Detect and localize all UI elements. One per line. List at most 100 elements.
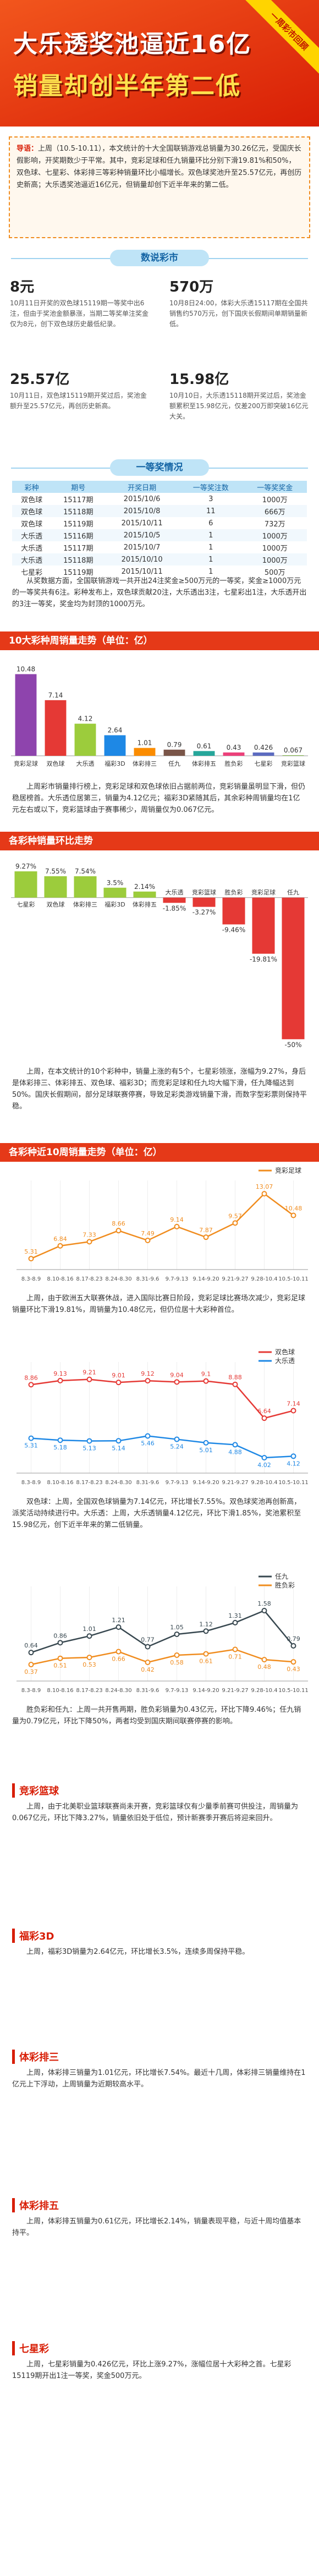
x-tick-label: 体彩排三 <box>73 900 97 908</box>
point <box>261 1455 267 1461</box>
note-block: 双色球：上周，全国双色球销量为7.14亿元，环比增长7.55%。双色球奖池再创新… <box>0 1493 319 1568</box>
table-cell: 1 <box>208 555 213 564</box>
x-tick-label: 8.3-8.9 <box>21 1276 41 1282</box>
bar <box>15 674 37 756</box>
section-text: 上周，七星彩销量为0.426亿元，环比上涨9.27%，涨幅位居十大彩种之首。七星… <box>12 2360 292 2380</box>
point <box>28 1650 34 1656</box>
point <box>116 1228 122 1234</box>
point <box>116 1649 122 1655</box>
data-label: 13.07 <box>256 1183 273 1190</box>
point <box>261 1415 267 1421</box>
table-cell: 15116期 <box>63 532 94 541</box>
table-row: 七星彩 15119期 2015/10/11 1 500万 <box>12 565 307 578</box>
data-label: 1.58 <box>257 1600 271 1607</box>
table-cell: 500万 <box>264 568 285 577</box>
section-title: 竞彩篮球 <box>12 1783 307 1798</box>
x-tick-label: 七星彩 <box>17 901 35 908</box>
point <box>116 1438 122 1444</box>
data-label: 7.54% <box>75 867 96 875</box>
data-label: 7.55% <box>45 867 66 875</box>
x-tick-label: 胜负彩 <box>225 760 243 767</box>
column-header: 开奖日期 <box>105 481 179 493</box>
point <box>232 1381 238 1387</box>
x-tick-label: 8.17-8.23 <box>76 1480 102 1486</box>
point <box>116 1624 122 1630</box>
table-cell: 15118期 <box>63 508 94 517</box>
text-section: 体彩排五 上周，体彩排五销量为0.61亿元，环比增长2.14%，销量表现平稳，与近… <box>0 2195 319 2321</box>
data-label: 0.43 <box>227 744 241 751</box>
point <box>232 1619 238 1625</box>
table-cell: 双色球 <box>21 496 43 504</box>
section-heading: 数说彩市 <box>0 249 319 268</box>
data-label: 1.01 <box>82 1625 96 1633</box>
note: 上周，在本文统计的10个彩种中，销量上涨的有5个，七星彩领涨，涨幅为9.27%，… <box>12 1068 307 1111</box>
data-label: 0.79 <box>167 741 182 749</box>
note-block: 上周彩市销量排行榜上，竞彩足球和双色球依旧占据前两位，竞彩销量虽明显下滑，但仍稳… <box>0 778 319 830</box>
x-tick-label: 体彩排五 <box>192 760 216 767</box>
table-cell: 大乐透 <box>21 556 43 565</box>
bar <box>45 700 67 756</box>
ribbon: 一周彩市回顾 <box>244 0 319 76</box>
x-tick-label: 8.3-8.9 <box>21 1480 41 1486</box>
data-label: 0.66 <box>112 1656 125 1663</box>
data-label: 7.33 <box>82 1231 96 1238</box>
bar <box>163 749 185 756</box>
table-cell: 2015/10/5 <box>123 531 161 540</box>
point <box>86 1239 92 1245</box>
x-tick-label: 8.10-8.16 <box>47 1480 73 1486</box>
section-title: 体彩排三 <box>12 2050 307 2064</box>
x-tick-label: 双色球 <box>47 760 65 767</box>
x-tick-label: 8.3-8.9 <box>21 1688 41 1694</box>
bar <box>103 887 127 898</box>
text-section: 体彩排三 上周，体彩排三销量为1.01亿元，环比增长7.54%。最近十几周，体彩排… <box>0 2046 319 2173</box>
bar <box>14 871 37 898</box>
data-label: 7.49 <box>141 1230 155 1237</box>
x-tick-label: 8.24-8.30 <box>105 1276 131 1282</box>
legend-label: 双色球 <box>275 1348 295 1356</box>
line <box>30 1193 294 1260</box>
x-tick-label: 8.24-8.30 <box>105 1480 131 1486</box>
line <box>31 1649 294 1666</box>
table-cell: 15117期 <box>63 496 94 504</box>
x-tick-label: 8.17-8.23 <box>76 1276 102 1282</box>
data-label: 0.51 <box>53 1662 67 1669</box>
data-label: 8.86 <box>24 1374 38 1381</box>
table-cell: 666万 <box>264 508 285 517</box>
data-label: 0.61 <box>197 742 212 750</box>
data-label: -19.81% <box>250 955 277 963</box>
table-row: 大乐透 15117期 2015/10/7 1 1000万 <box>12 541 307 553</box>
data-label: 0.067 <box>284 746 302 754</box>
point <box>57 1640 63 1646</box>
note: 上周彩市销量排行榜上，竞彩足球和双色球依旧占据前两位，竞彩销量虽明显下滑，但仍稳… <box>12 783 306 814</box>
note: 从奖数据方面，全国联销游戏一共开出24注奖金≥500万元的一等奖，奖金≥1000… <box>12 577 307 608</box>
note: 双色球：上周，全国双色球销量为7.14亿元，环比增长7.55%。双色球奖池再创新… <box>12 1498 301 1529</box>
table-cell: 双色球 <box>21 508 43 517</box>
data-label: 5.31 <box>24 1248 38 1255</box>
point <box>86 1438 92 1444</box>
data-label: 7.87 <box>199 1227 213 1234</box>
data-label: 9.01 <box>112 1372 125 1379</box>
bar <box>163 897 186 903</box>
data-label: 10.48 <box>285 1205 302 1212</box>
table-cell: 1 <box>208 567 213 576</box>
point <box>261 1608 267 1614</box>
section-text: 上周，体彩排五销量为0.61亿元，环比增长2.14%，销量表现平稳，与近十周均值… <box>12 2217 301 2237</box>
point <box>145 1659 151 1665</box>
x-tick-label: 8.10-8.16 <box>47 1276 73 1282</box>
stat-item: 8元 10月11日开奖的双色球15119期一等奖中出6注，但由于奖池金额暴涨，当期… <box>0 272 160 363</box>
text-section: 竞彩篮球 上周，由于北美职业篮球联赛尚未开赛，竞彩篮球仅有少量季前赛可供投注，周销… <box>0 1780 319 1907</box>
table-cell: 大乐透 <box>21 544 43 553</box>
chart: 9.27% 七星彩 7.55% 双色球 7.54% 体彩排三 3.5% 福彩3D 2.14% 体彩… <box>11 863 308 1048</box>
bar <box>193 751 215 756</box>
data-label: 2.14% <box>134 883 155 891</box>
column-header: 期号 <box>51 481 106 493</box>
stat-value: 15.98亿 <box>169 371 229 388</box>
point <box>116 1380 122 1386</box>
data-label: 8.88 <box>228 1374 242 1381</box>
data-label: 9.04 <box>170 1371 184 1378</box>
data-label: 1.21 <box>112 1617 125 1624</box>
point <box>28 1382 34 1388</box>
x-tick-label: 10.5-10.11 <box>278 1688 309 1694</box>
point <box>261 1657 267 1663</box>
legend-label: 大乐透 <box>275 1357 295 1365</box>
